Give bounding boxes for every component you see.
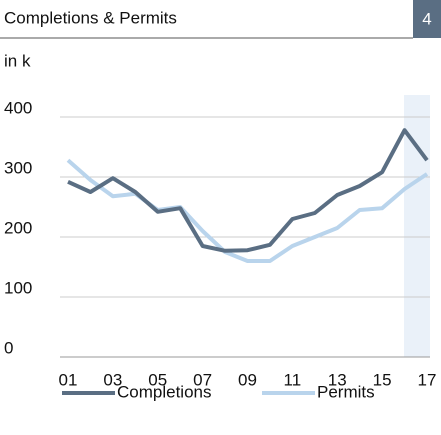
legend-label: Permits (317, 382, 375, 401)
chart-title: Completions & Permits (4, 8, 177, 27)
y-tick-label: 100 (4, 278, 32, 297)
y-tick-label: 200 (4, 218, 32, 237)
highlight-band (404, 95, 430, 357)
x-tick-label: 11 (284, 370, 302, 389)
x-tick-label: 13 (328, 370, 347, 389)
x-tick-label: 09 (238, 370, 257, 389)
y-tick-label: 300 (4, 158, 32, 177)
x-tick-label: 17 (418, 370, 437, 389)
x-tick-label: 07 (193, 370, 212, 389)
x-tick-label: 15 (373, 370, 392, 389)
series-line (66, 158, 429, 263)
badge-box (413, 0, 441, 38)
badge: 4 (422, 9, 431, 28)
x-tick-label: 05 (148, 370, 167, 389)
x-tick-label: 01 (59, 370, 78, 389)
legend-label: Completions (117, 382, 212, 401)
unit-label: in k (4, 51, 31, 70)
y-tick-label: 0 (4, 338, 13, 357)
x-tick-label: 03 (103, 370, 122, 389)
series-line (67, 128, 429, 253)
y-tick-label: 400 (4, 98, 32, 117)
